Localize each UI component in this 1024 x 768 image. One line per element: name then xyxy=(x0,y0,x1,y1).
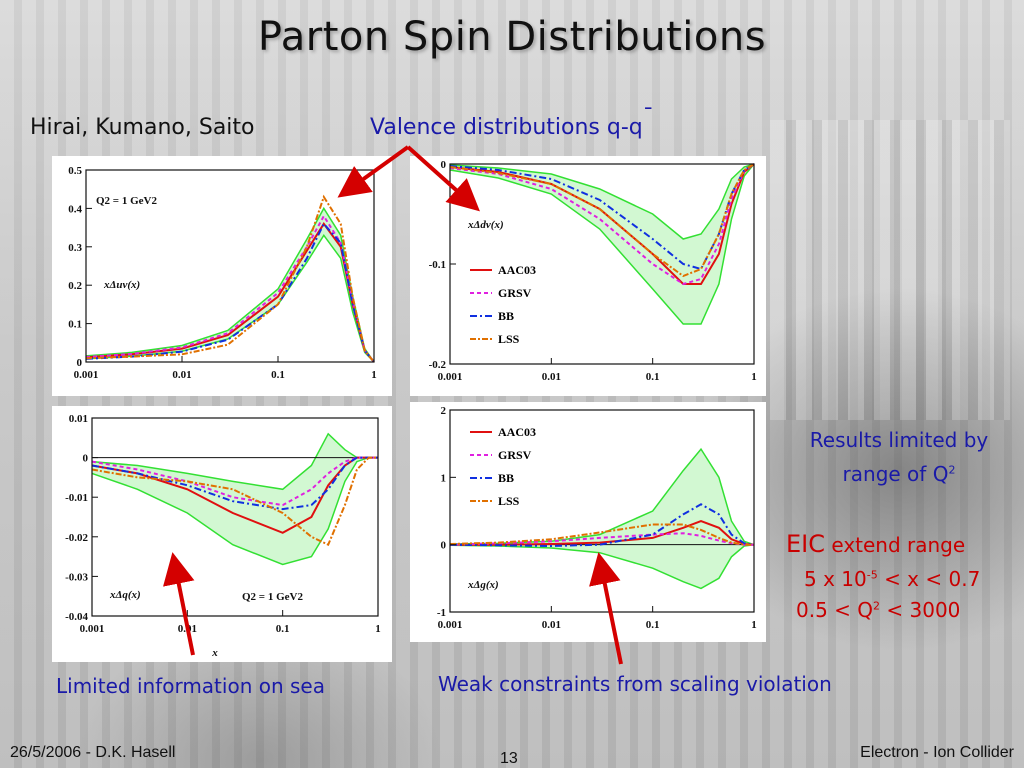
background-building xyxy=(770,120,1010,420)
authors-label: Hirai, Kumano, Saito xyxy=(30,115,255,140)
legend: AAC03 GRSV BB LSS xyxy=(470,425,536,508)
series-line-lss xyxy=(449,523,754,546)
plot-frame xyxy=(85,169,375,363)
legend-label-aac03: AAC03 xyxy=(498,425,536,439)
band-upper-edge xyxy=(449,163,755,240)
y-tick-label: 0 xyxy=(77,357,83,369)
uncertainty-band xyxy=(450,449,754,589)
y-tick-label: -0.02 xyxy=(65,532,88,544)
y-tick-label: 0.4 xyxy=(68,203,82,215)
legend-label-aac03: AAC03 xyxy=(498,263,536,277)
series-line-lss xyxy=(85,194,375,363)
chart-xdq: 0.0010.010.11-0.04-0.03-0.02-0.0100.01xΔ… xyxy=(65,413,381,659)
footer-conference: Electron - Ion Collider xyxy=(860,744,1014,761)
y-tick-label: 0.3 xyxy=(68,242,82,254)
arrow-to-sea xyxy=(163,552,195,656)
x-tick-label: 0.1 xyxy=(646,619,660,631)
series-line-grsv xyxy=(85,214,375,363)
x-tick-label: 0.01 xyxy=(542,371,561,383)
series-line-aac03 xyxy=(450,520,755,546)
y-tick-label: -0.01 xyxy=(65,492,88,504)
arrow-to-xdd xyxy=(406,145,480,212)
panel-xdu: 0.001 0.01 0.1 1 0 0.1 0.2 0.3 0.4 0.5 xΔuv(x) Q2 =… xyxy=(52,156,392,396)
y-tick-label: -0.1 xyxy=(429,259,446,271)
x-tick-label: 0.1 xyxy=(271,369,285,381)
results-line1: Results limited by xyxy=(809,428,989,452)
series-line-bb xyxy=(91,456,378,511)
uncertainty-band xyxy=(450,164,754,324)
x-axis-label: x xyxy=(211,647,218,659)
y-tick-label: -1 xyxy=(437,607,446,619)
y-tick-label: 0.2 xyxy=(68,280,82,292)
legend-label-bb: BB xyxy=(498,309,514,323)
y-tick-label: -0.04 xyxy=(65,611,88,623)
x-tick-label: 0.001 xyxy=(80,623,105,635)
function-label: xΔq(x) xyxy=(109,589,141,601)
x-tick-label: 0.001 xyxy=(438,371,463,383)
series-line-grsv xyxy=(449,163,755,286)
arrow-to-xdu xyxy=(337,145,410,198)
q2-annotation: Q2 = 1 GeV2 xyxy=(242,591,303,603)
x-tick-label: 0.1 xyxy=(646,371,660,383)
legend-label-lss: LSS xyxy=(498,332,520,346)
series-line-bb xyxy=(449,503,755,548)
y-tick-label: 0 xyxy=(441,159,447,171)
y-tick-label: 0.1 xyxy=(68,319,82,331)
plot-frame xyxy=(449,409,755,613)
x-tick-label: 0.001 xyxy=(438,619,463,631)
y-tick-label: 2 xyxy=(441,405,447,417)
panel-xdq: 0.0010.010.11-0.04-0.03-0.02-0.0100.01xΔ… xyxy=(52,406,392,662)
x-tick-label: 1 xyxy=(751,371,757,383)
footer-date-author: 26/5/2006 - D.K. Hasell xyxy=(10,744,176,761)
chart-xdg: 0.001 0.01 0.1 1 -1 0 1 2 xΔg(x) AAC03 GRSV BB LSS xyxy=(437,405,757,631)
band-lower-edge xyxy=(91,456,378,566)
arrow-to-gluon xyxy=(589,552,623,665)
gluon-label: Weak constraints from scaling violation xyxy=(438,672,832,696)
slide-title: Parton Spin Distributions xyxy=(257,14,767,60)
y-tick-label: 0 xyxy=(83,453,89,465)
y-tick-label: 1 xyxy=(441,472,447,484)
series-line-bb xyxy=(449,163,755,271)
x-tick-label: 0.001 xyxy=(74,369,99,381)
series-line-lss xyxy=(449,163,755,278)
legend-label-grsv: GRSV xyxy=(498,286,532,300)
y-tick-label: -0.03 xyxy=(65,571,88,583)
y-tick-label: 0.01 xyxy=(69,413,88,425)
sea-label: Limited information on sea xyxy=(56,674,325,698)
legend-label-grsv: GRSV xyxy=(498,448,532,462)
chart-xdd: 0.001 0.01 0.1 1 -0.2 -0.1 0 xΔdv(x) AAC03 GRSV BB… xyxy=(429,159,757,383)
function-label: xΔdv(x) xyxy=(467,219,504,231)
y-tick-label: 0 xyxy=(441,540,447,552)
band-lower-edge xyxy=(449,543,755,590)
uncertainty-band xyxy=(92,433,378,565)
chart-xdu: 0.001 0.01 0.1 1 0 0.1 0.2 0.3 0.4 0.5 xΔuv(x) Q2 =… xyxy=(68,165,377,381)
series-line-lss xyxy=(91,456,378,547)
x-tick-label: 0.1 xyxy=(276,623,290,635)
eic-line: EIC extend range xyxy=(786,530,966,558)
x-tick-label: 0.01 xyxy=(542,619,561,631)
band-upper-edge xyxy=(449,447,755,546)
q2-annotation: Q2 = 1 GeV2 xyxy=(96,195,157,207)
series-line-bb xyxy=(85,222,375,363)
plot-frame xyxy=(91,417,379,617)
x-tick-label: 0.01 xyxy=(172,369,191,381)
y-tick-label: 0.5 xyxy=(68,165,82,177)
legend: AAC03 GRSV BB LSS xyxy=(470,263,536,346)
legend-label-bb: BB xyxy=(498,471,514,485)
legend-label-lss: LSS xyxy=(498,494,520,508)
function-label: xΔg(x) xyxy=(467,579,499,591)
panel-xdg: 0.001 0.01 0.1 1 -1 0 1 2 xΔg(x) AAC03 GRSV BB LSS xyxy=(410,402,766,642)
footer-page-number: 13 xyxy=(500,750,518,767)
valence-label: Valence distributions q-q¯ xyxy=(370,105,654,140)
x-range: 5 x 10-5 < x < 0.7 xyxy=(804,567,981,591)
results-line2: range of Q2 xyxy=(842,462,956,486)
x-tick-label: 1 xyxy=(371,369,377,381)
function-label: xΔuv(x) xyxy=(103,279,140,291)
q2-range: 0.5 < Q2 < 3000 xyxy=(796,598,961,622)
x-tick-label: 1 xyxy=(375,623,381,635)
band-lower-edge xyxy=(449,163,755,325)
x-tick-label: 1 xyxy=(751,619,757,631)
y-tick-label: -0.2 xyxy=(429,359,447,371)
